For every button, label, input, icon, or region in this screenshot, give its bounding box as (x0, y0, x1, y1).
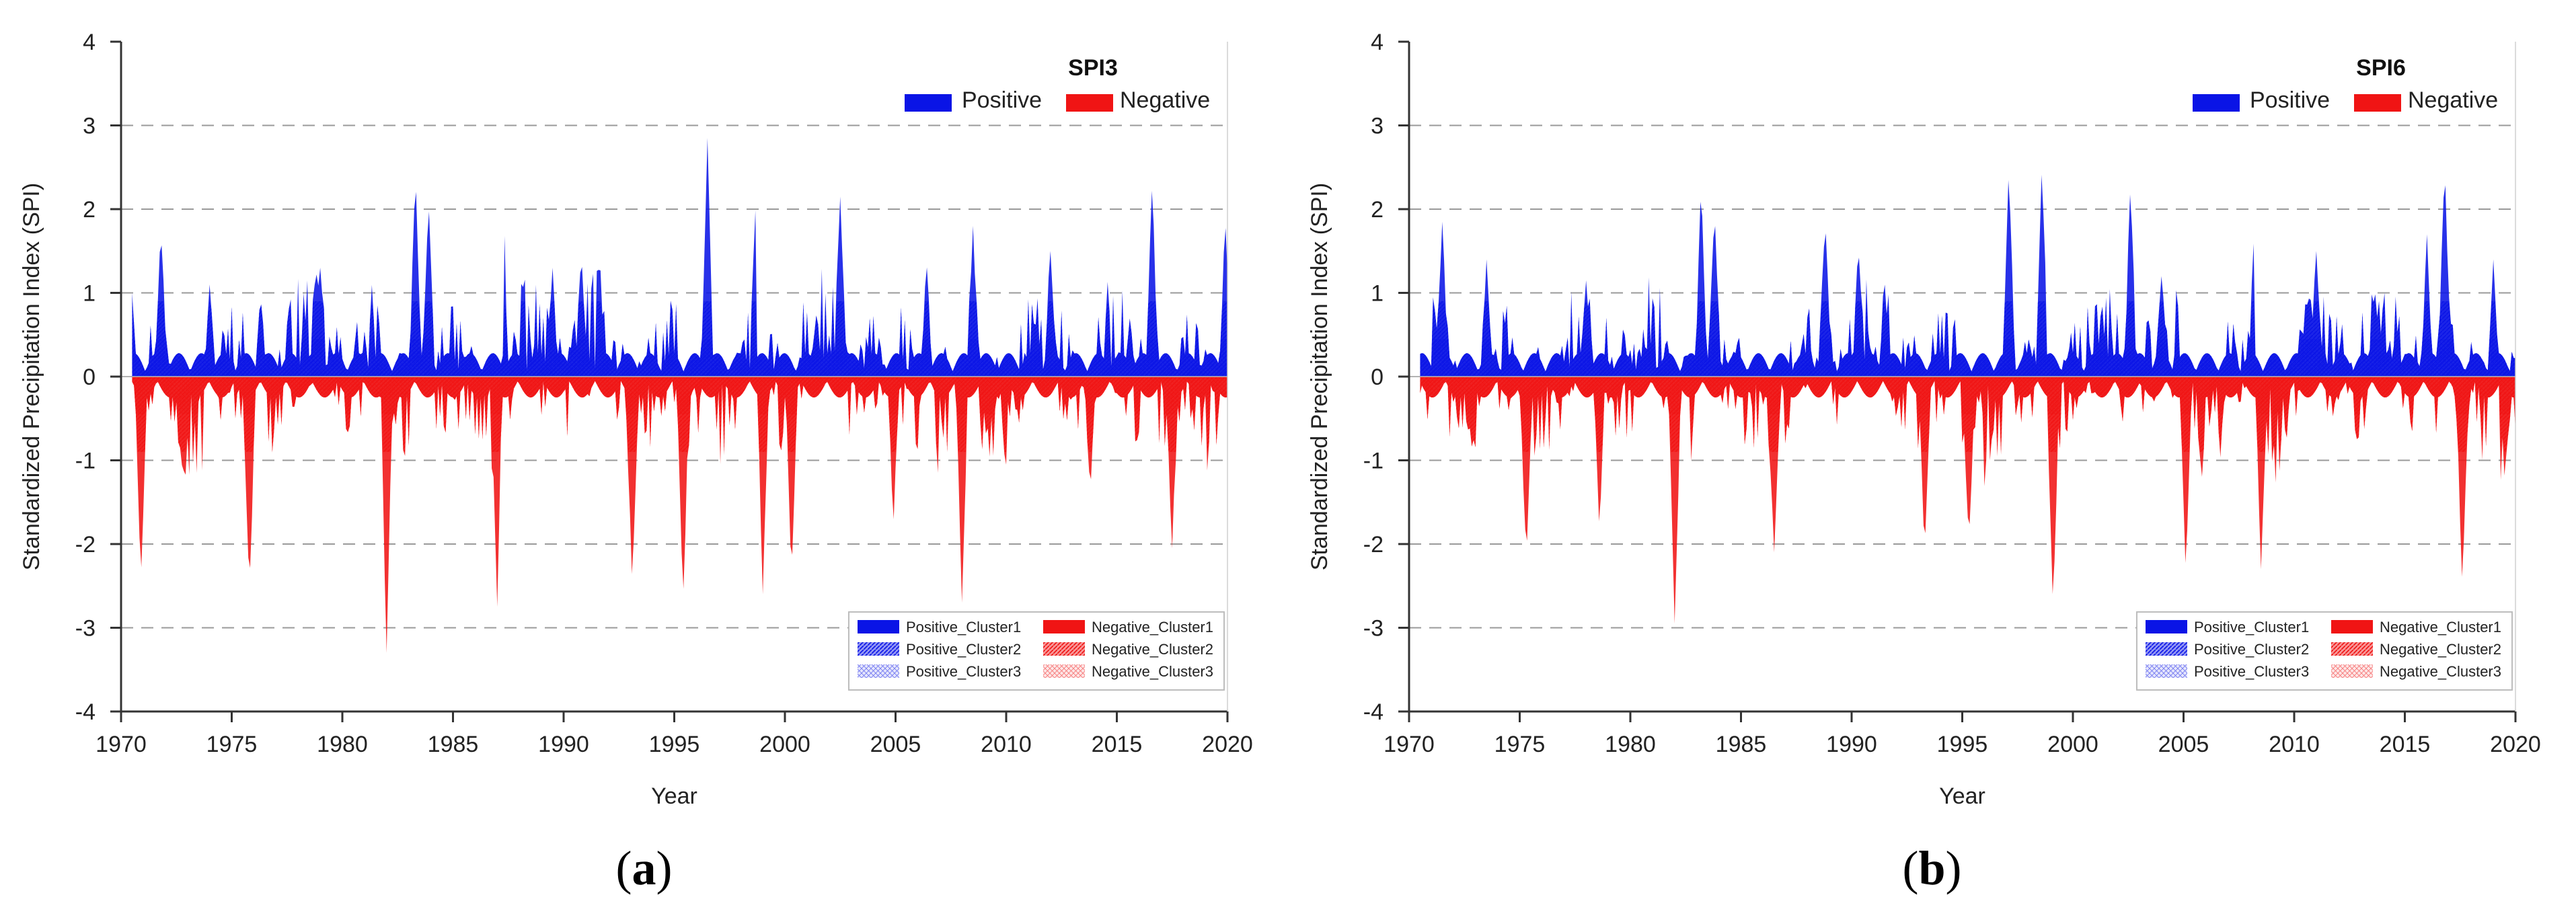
cluster-legend-swatch (2146, 620, 2187, 633)
y-axis-title: Standardized Precipitation Index (SPI) (19, 183, 44, 570)
y-tick-label: 2 (1371, 197, 1384, 223)
cluster-legend: Positive_Cluster1 Negative_Cluster1 Positi… (848, 611, 1225, 691)
y-tick-label: -3 (1363, 616, 1384, 642)
y-tick-label: 1 (83, 281, 96, 307)
x-tick-label: 2005 (2158, 732, 2209, 757)
x-tick-label: 1980 (1605, 732, 1656, 757)
cluster-legend-label: Positive_Cluster3 (906, 663, 1021, 680)
chart-title: SPI3 (1068, 55, 1118, 81)
x-tick-label: 1975 (1494, 732, 1546, 757)
negative-cluster3-overlay (1420, 377, 2515, 415)
x-tick-label: 1990 (1826, 732, 1877, 757)
panel-b: 4 3 2 1 0 -1 -2 -3 -4 1970 1975 1980 1985 1990 1995 200… (1288, 0, 2576, 924)
x-tick-label: 2000 (759, 732, 810, 757)
x-tick-label: 1980 (317, 732, 368, 757)
legend-positive-swatch (905, 94, 952, 112)
cluster-legend-label: Negative_Cluster2 (2380, 641, 2501, 658)
negative-cluster1-area (1420, 377, 2515, 624)
cluster-legend-label: Positive_Cluster3 (2194, 663, 2309, 680)
x-tick-label: 1985 (428, 732, 479, 757)
series-areas (1420, 174, 2515, 624)
top-legend: Positive Negative (905, 87, 1210, 113)
x-tick-label: 2005 (870, 732, 921, 757)
cluster-legend-box (848, 611, 1225, 691)
y-tick-label: -2 (75, 532, 96, 557)
top-legend: Positive Negative (2193, 87, 2498, 113)
y-tick-label: -1 (1363, 449, 1384, 474)
panel-b-caption: (b) (1902, 841, 1962, 895)
chart-title: SPI6 (2356, 55, 2406, 81)
cluster-legend-label: Positive_Cluster1 (2194, 619, 2309, 636)
cluster-legend-label: Negative_Cluster1 (1092, 619, 1213, 636)
y-tick-label: -1 (75, 449, 96, 474)
cluster-legend-label: Negative_Cluster2 (1092, 641, 1213, 658)
cluster-legend-swatch (858, 642, 899, 656)
cluster-legend-swatch (1043, 620, 1085, 633)
x-axis-title: Year (1939, 783, 1985, 809)
cluster-legend-label: Positive_Cluster2 (2194, 641, 2309, 658)
y-axis-title: Standardized Precipitation Index (SPI) (1307, 183, 1332, 570)
series-areas (132, 138, 1228, 653)
legend-negative-label: Negative (1120, 87, 1210, 113)
y-tick-label: 4 (1371, 30, 1384, 55)
legend-negative-swatch (2354, 94, 2401, 112)
negative-cluster3-overlay (132, 377, 1228, 415)
cluster-legend-label: Negative_Cluster3 (1092, 663, 1213, 680)
x-tick-label: 1995 (649, 732, 700, 757)
x-axis-title: Year (651, 783, 697, 809)
y-tick-label: 4 (83, 30, 96, 55)
positive-cluster3-overlay (1420, 338, 2515, 377)
legend-negative-label: Negative (2408, 87, 2498, 113)
cluster-legend-label: Negative_Cluster3 (2380, 663, 2501, 680)
x-tick-label: 1995 (1937, 732, 1988, 757)
cluster-legend-box (2136, 611, 2513, 691)
positive-cluster3-overlay (132, 338, 1228, 377)
x-tick-label: 1985 (1716, 732, 1767, 757)
legend-positive-label: Positive (2250, 87, 2330, 113)
legend-positive-swatch (2193, 94, 2240, 112)
x-tick-label: 2000 (2047, 732, 2098, 757)
cluster-legend: Positive_Cluster1 Negative_Cluster1 Positi… (2136, 611, 2513, 691)
y-tick-label: 2 (83, 197, 96, 223)
cluster-legend-label: Positive_Cluster2 (906, 641, 1021, 658)
panel-a-caption: (a) (615, 841, 673, 895)
cluster-legend-label: Negative_Cluster1 (2380, 619, 2501, 636)
legend-negative-swatch (1066, 94, 1113, 112)
y-tick-label: -4 (1363, 699, 1384, 725)
cluster-legend-label: Positive_Cluster1 (906, 619, 1021, 636)
y-tick-label: 3 (83, 114, 96, 139)
y-tick-label: -4 (75, 699, 96, 725)
y-tick-label: 3 (1371, 114, 1384, 139)
cluster-legend-swatch (1043, 664, 1085, 678)
cluster-legend-swatch (2331, 620, 2373, 633)
y-tick-label: 0 (1371, 364, 1384, 390)
y-tick-label: -3 (75, 616, 96, 642)
cluster-legend-swatch (858, 664, 899, 678)
cluster-legend-swatch (2146, 664, 2187, 678)
legend-positive-label: Positive (962, 87, 1042, 113)
x-tick-label: 2010 (2269, 732, 2320, 757)
cluster-legend-swatch (858, 620, 899, 633)
y-tick-label: 0 (83, 364, 96, 390)
x-tick-label: 2020 (2490, 732, 2541, 757)
positive-cluster1-area (132, 138, 1228, 377)
x-tick-label: 2015 (1092, 732, 1143, 757)
x-tick-label: 1975 (206, 732, 258, 757)
y-tick-label: 1 (1371, 281, 1384, 307)
panel-a: 4 3 2 1 0 -1 -2 -3 -4 1970 1975 1980 1985 1990 1995 200… (19, 30, 1253, 895)
y-tick-label: -2 (1363, 532, 1384, 557)
cluster-legend-swatch (2331, 664, 2373, 678)
cluster-legend-swatch (1043, 642, 1085, 656)
x-tick-label: 2015 (2380, 732, 2431, 757)
x-tick-label: 1990 (538, 732, 589, 757)
cluster-legend-swatch (2331, 642, 2373, 656)
x-tick-label: 1970 (96, 732, 147, 757)
cluster-legend-swatch (2146, 642, 2187, 656)
x-tick-label: 1970 (1384, 732, 1435, 757)
x-tick-label: 2020 (1202, 732, 1253, 757)
x-tick-label: 2010 (981, 732, 1032, 757)
